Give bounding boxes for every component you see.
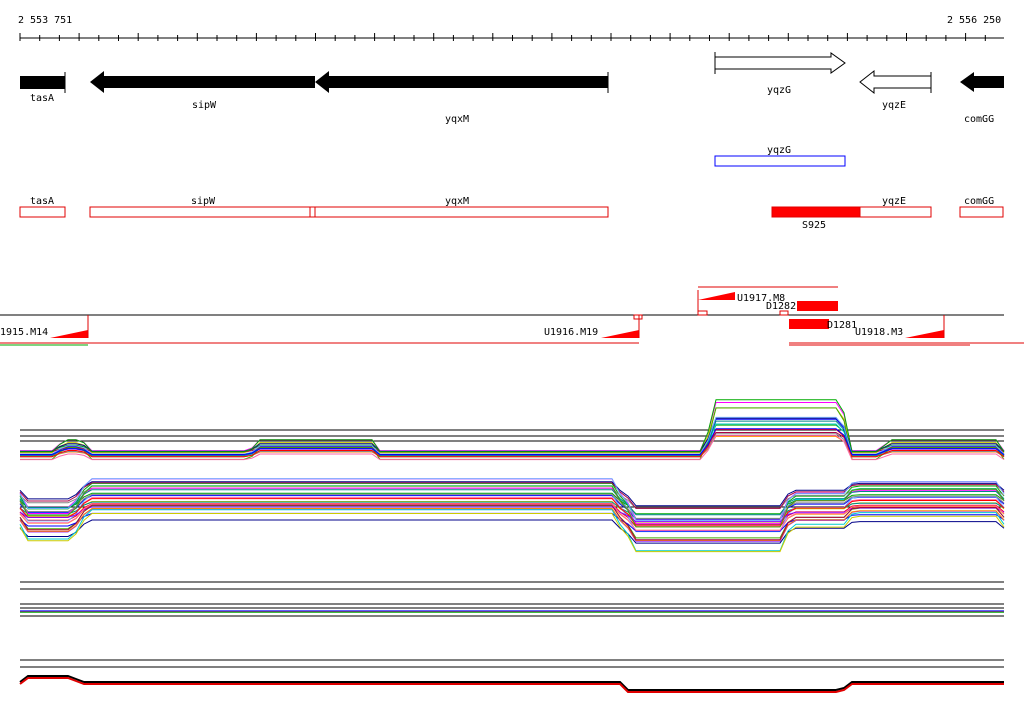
transcript-start [601,330,639,338]
profile-line [19,481,1005,507]
annotation-box [19,206,66,218]
profile-line [19,501,1005,523]
gene-label: tasA [30,93,54,104]
profile-line [19,493,1005,519]
annotation-label: yqxM [445,196,469,207]
transcript-start [905,330,944,338]
predicted-box [714,155,846,167]
transcript-label: D1282 [766,301,796,312]
profile-line [20,399,1005,453]
profile-line [20,420,1005,457]
annotation-label: comGG [964,196,994,207]
transcript-label: U1916.M19 [544,327,598,338]
profile-line [19,513,1005,553]
profile-line [19,519,1005,544]
expression-profiles [19,399,1005,693]
transcript-start [698,292,735,300]
gene-track [20,52,1004,95]
profile-line [19,498,1005,526]
profile-line [19,509,1005,552]
annotation-fill [771,206,861,218]
profile-line [19,482,1005,509]
profile-line [19,482,1005,520]
profile-line [19,503,1005,531]
gene-block [20,76,65,89]
transcript-track [0,286,1024,346]
transcript-label: U1918.M3 [855,327,903,338]
ruler-ticks [19,33,986,41]
profile-line [19,677,1004,693]
transcript-box [633,314,643,320]
profile-line [19,495,1005,520]
transcript-box [789,319,829,329]
transcript-box [779,310,789,316]
predicted-label: yqzG [767,145,791,156]
transcript-box [697,310,708,316]
profile-line [20,428,1005,458]
profile-line [19,485,1005,528]
annotation-label: sipW [191,196,216,207]
annotation-label: yqzE [882,196,906,207]
transcript-box [797,301,838,311]
transcript-label: D1281 [827,320,857,331]
annotation-label: S925 [802,220,826,231]
gene-arrow [90,71,315,93]
gene-arrow [960,72,1004,92]
gene-label: yqzG [767,85,791,96]
gene-label: yqzE [882,100,906,111]
gene-arrow [714,52,846,74]
annotation-track [19,206,1004,218]
transcript-label: 1915.M14 [0,327,48,338]
annotation-box [314,206,609,218]
gene-arrow [315,71,608,93]
profile-line [19,489,1005,516]
annotation-box [959,206,1004,218]
coordinate-end: 2 556 250 [947,15,1001,26]
transcript-start [50,330,88,338]
profile-line [19,675,1004,691]
gene-label: comGG [964,114,994,125]
profile-line [19,506,1005,523]
profile-line [20,434,1005,461]
profile-line [20,428,1005,455]
profile-line [19,508,1005,541]
coordinate-start: 2 553 751 [18,15,72,26]
gene-label: sipW [192,100,217,111]
annotation-label: tasA [30,196,54,207]
transcript-label: U1917.M8 [737,293,785,304]
profile-line [19,478,1005,521]
gene-label: yqxM [445,114,469,125]
gene-arrow [859,69,932,95]
profile-line [19,504,1005,541]
